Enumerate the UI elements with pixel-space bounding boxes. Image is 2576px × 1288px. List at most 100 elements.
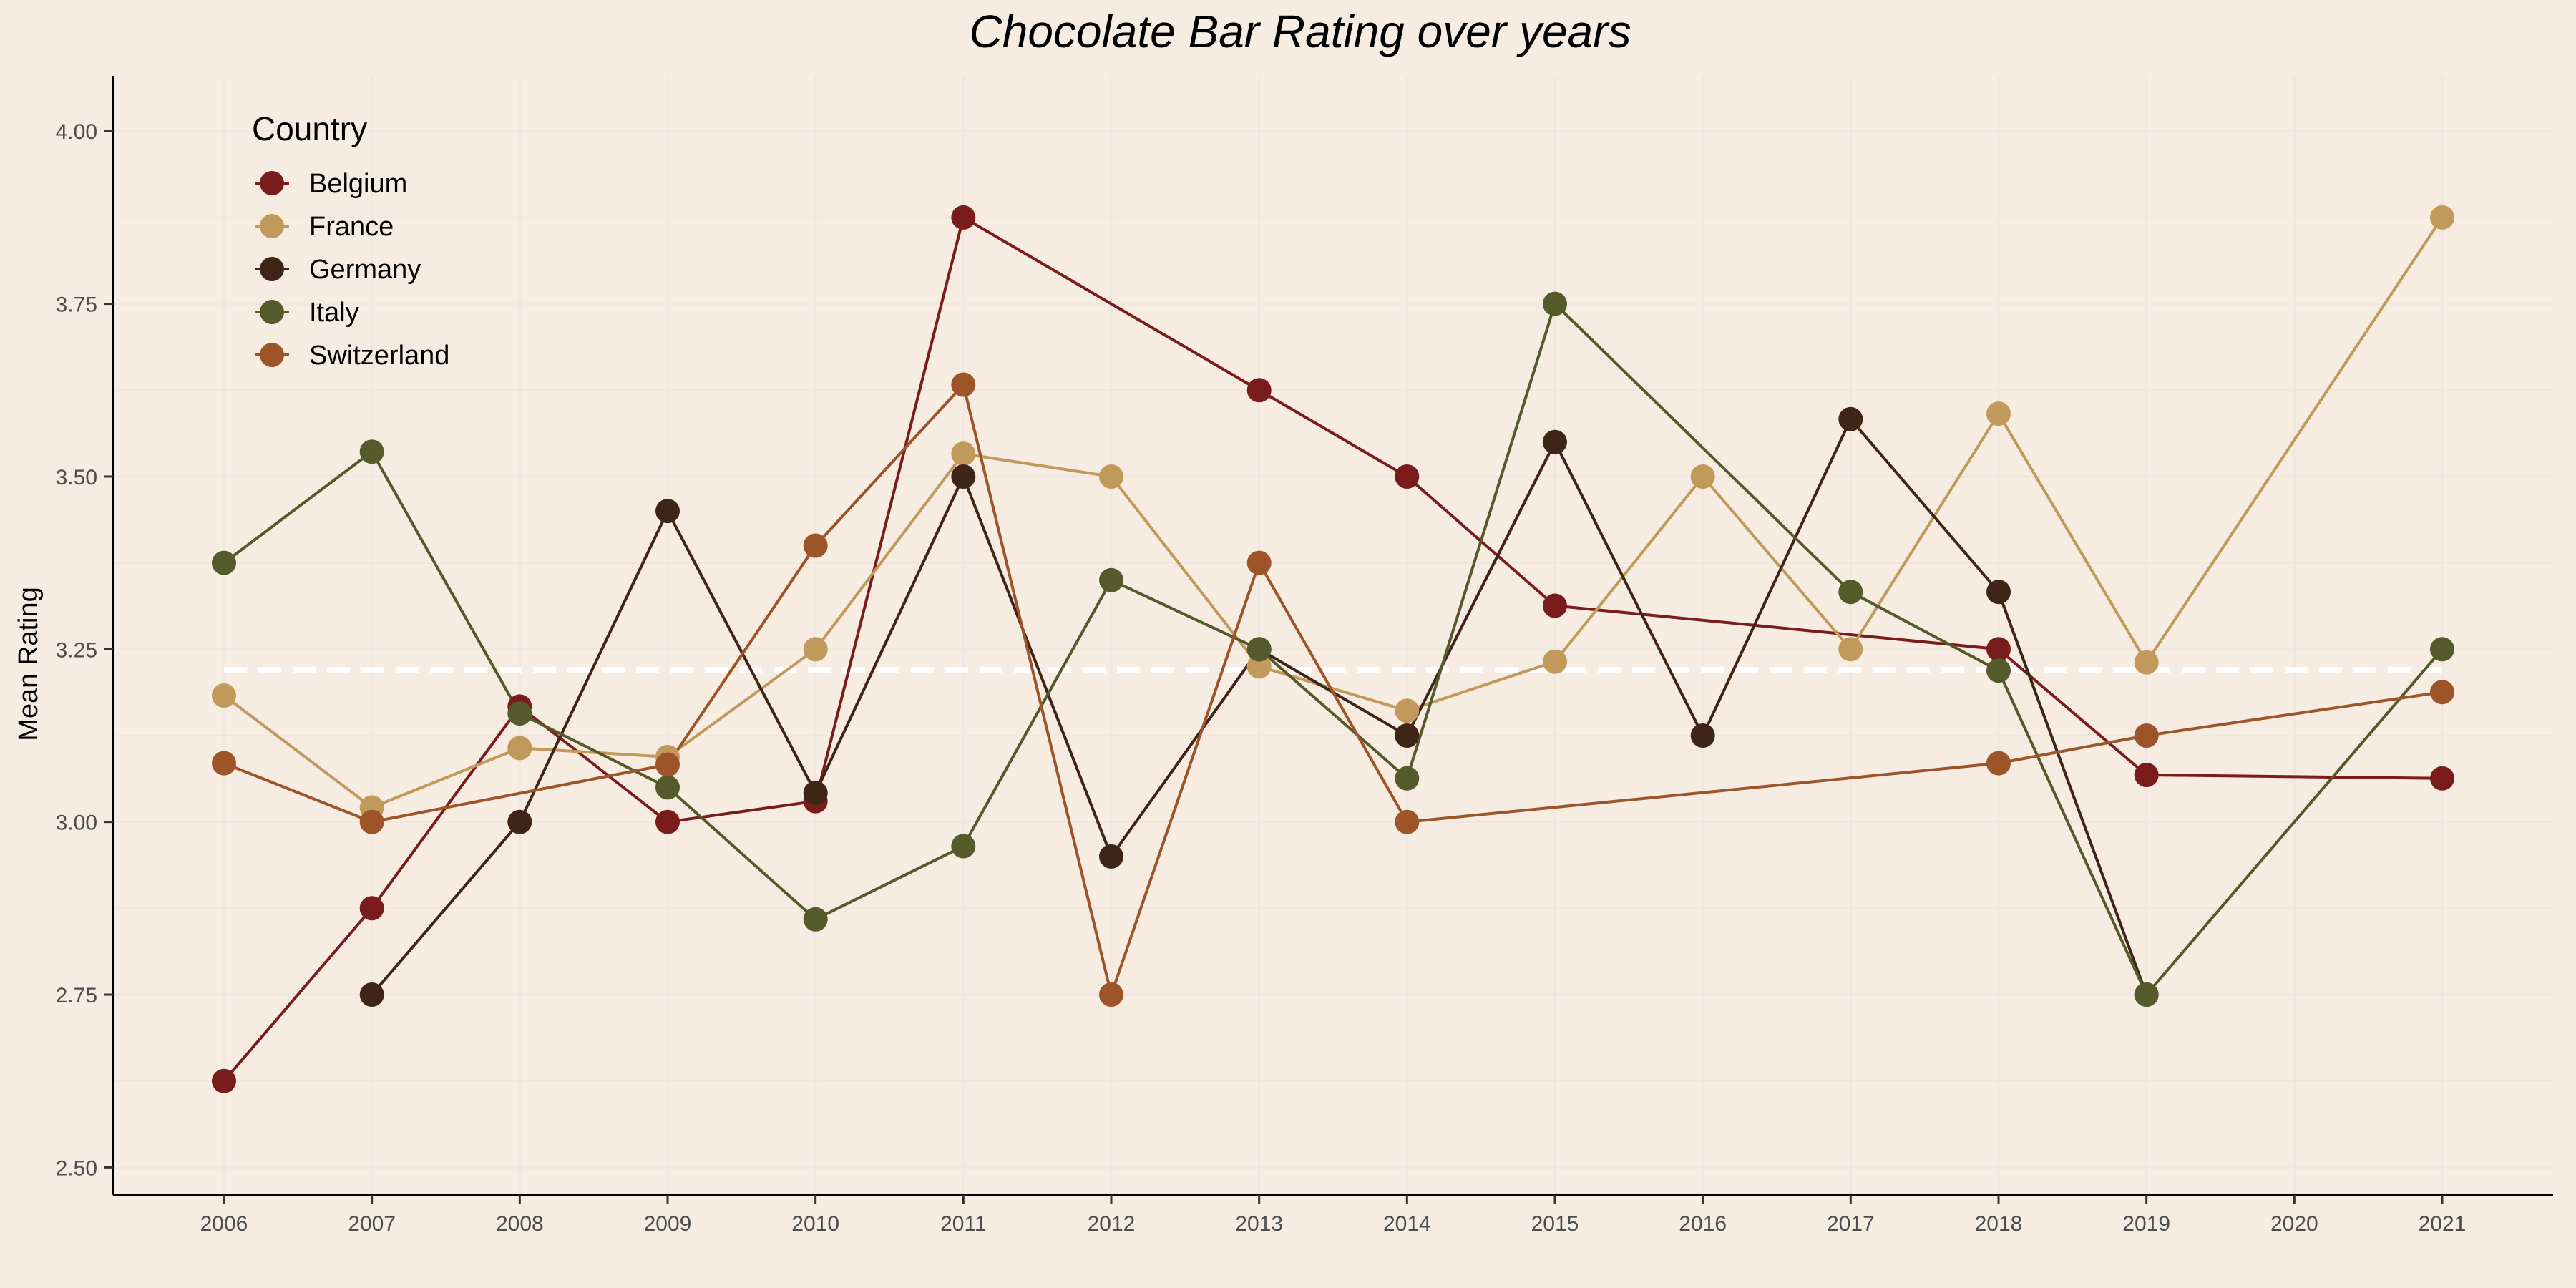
x-axis-ticks: 2006 2007 2008 2009 2010 2011 2012 2013 2014 2015… [200,1195,2467,1236]
data-point-italy [359,439,384,464]
y-tick-label: 3.50 [56,466,97,489]
data-point-switzerland [359,809,384,834]
data-point-italy [507,701,532,726]
data-point-italy [1543,291,1567,316]
data-point-germany [359,982,384,1007]
data-point-belgium [655,809,680,834]
data-point-germany [1690,723,1715,748]
x-tick-label: 2014 [1383,1212,1431,1236]
legend-label-italy: Italy [309,298,359,328]
legend-key-dot-germany [260,257,284,281]
data-point-switzerland [212,751,236,776]
data-point-germany [1099,844,1123,869]
chart-title: Chocolate Bar Rating over years [970,6,1631,57]
y-tick-label: 2.50 [56,1156,97,1180]
x-tick-label: 2012 [1088,1212,1136,1236]
data-point-italy [803,907,828,932]
x-tick-label: 2009 [644,1212,692,1236]
y-tick-label: 3.25 [56,638,97,662]
x-tick-label: 2019 [2122,1212,2170,1236]
data-point-belgium [212,1068,236,1093]
x-tick-label: 2013 [1235,1212,1283,1236]
data-point-germany [507,809,532,834]
data-point-germany [951,464,976,489]
data-point-switzerland [1986,751,2011,776]
data-point-italy [951,834,976,859]
legend-key-dot-switzerland [260,343,284,367]
data-point-italy [1986,658,2011,683]
data-point-france [212,683,236,708]
legend-label-switzerland: Switzerland [309,341,449,371]
data-point-switzerland [1099,982,1123,1007]
data-point-belgium [1543,593,1567,618]
y-tick-label: 3.00 [56,811,97,835]
x-tick-label: 2021 [2419,1212,2467,1236]
data-point-belgium [1395,464,1420,489]
data-point-belgium [359,896,384,921]
y-axis-ticks: 2.50 2.75 3.00 3.25 3.50 3.75 4.00 [56,120,113,1180]
x-tick-label: 2011 [940,1212,987,1236]
data-point-germany [1395,723,1420,748]
data-point-france [1986,401,2011,426]
data-point-france [1543,649,1567,674]
legend-key-dot-italy [260,300,284,324]
x-tick-label: 2008 [496,1212,544,1236]
data-point-switzerland [655,752,680,777]
x-tick-label: 2015 [1531,1212,1579,1236]
data-point-france [1690,464,1715,489]
data-point-germany [1986,580,2011,605]
data-point-germany [1838,406,1863,431]
legend-label-belgium: Belgium [309,169,407,199]
data-point-france [507,736,532,761]
data-point-france [1838,637,1863,662]
data-point-switzerland [1246,550,1272,575]
data-point-france [2430,205,2454,230]
data-point-france [1246,654,1272,679]
y-axis-label: Mean Rating [14,587,44,741]
x-tick-label: 2016 [1679,1212,1727,1236]
series-line-italy [223,302,2444,996]
series-points [212,205,2454,1093]
x-tick-label: 2010 [791,1212,839,1236]
data-point-switzerland [951,372,976,397]
data-point-france [2134,650,2159,675]
x-tick-label: 2006 [200,1212,248,1236]
data-point-belgium [1246,378,1272,403]
data-point-switzerland [803,533,828,558]
legend-title: Country [252,110,367,147]
data-point-germany [803,781,828,806]
x-tick-label: 2020 [2270,1212,2318,1236]
data-point-switzerland [2430,680,2454,705]
data-point-switzerland [2134,723,2159,748]
data-point-belgium [2430,766,2454,791]
data-point-italy [2430,637,2454,662]
data-point-italy [1395,766,1420,791]
legend-label-germany: Germany [309,255,421,285]
legend-key-dot-france [260,214,284,238]
y-tick-label: 2.75 [56,984,97,1008]
y-tick-label: 3.75 [56,293,97,317]
y-tick-label: 4.00 [56,120,97,144]
legend-label-france: France [309,212,394,242]
data-point-france [951,441,976,467]
data-point-belgium [951,205,976,230]
data-point-italy [655,775,680,800]
data-point-france [1395,698,1420,723]
legend: Country Belgium France Germany Italy Switzer… [252,110,449,371]
data-point-belgium [2134,763,2159,787]
data-point-belgium [1986,637,2011,662]
data-point-italy [1246,637,1272,662]
legend-key-dot-belgium [260,171,284,195]
data-point-france [803,637,828,662]
data-point-italy [1838,580,1863,605]
series-line-belgium [223,215,2443,1083]
data-point-italy [212,550,236,575]
x-tick-label: 2018 [1975,1212,2023,1236]
data-point-france [1099,464,1123,489]
data-point-germany [1543,429,1567,454]
data-point-germany [655,499,680,524]
data-point-switzerland [1395,809,1420,834]
data-point-italy [1099,567,1123,592]
x-tick-label: 2007 [348,1212,396,1236]
